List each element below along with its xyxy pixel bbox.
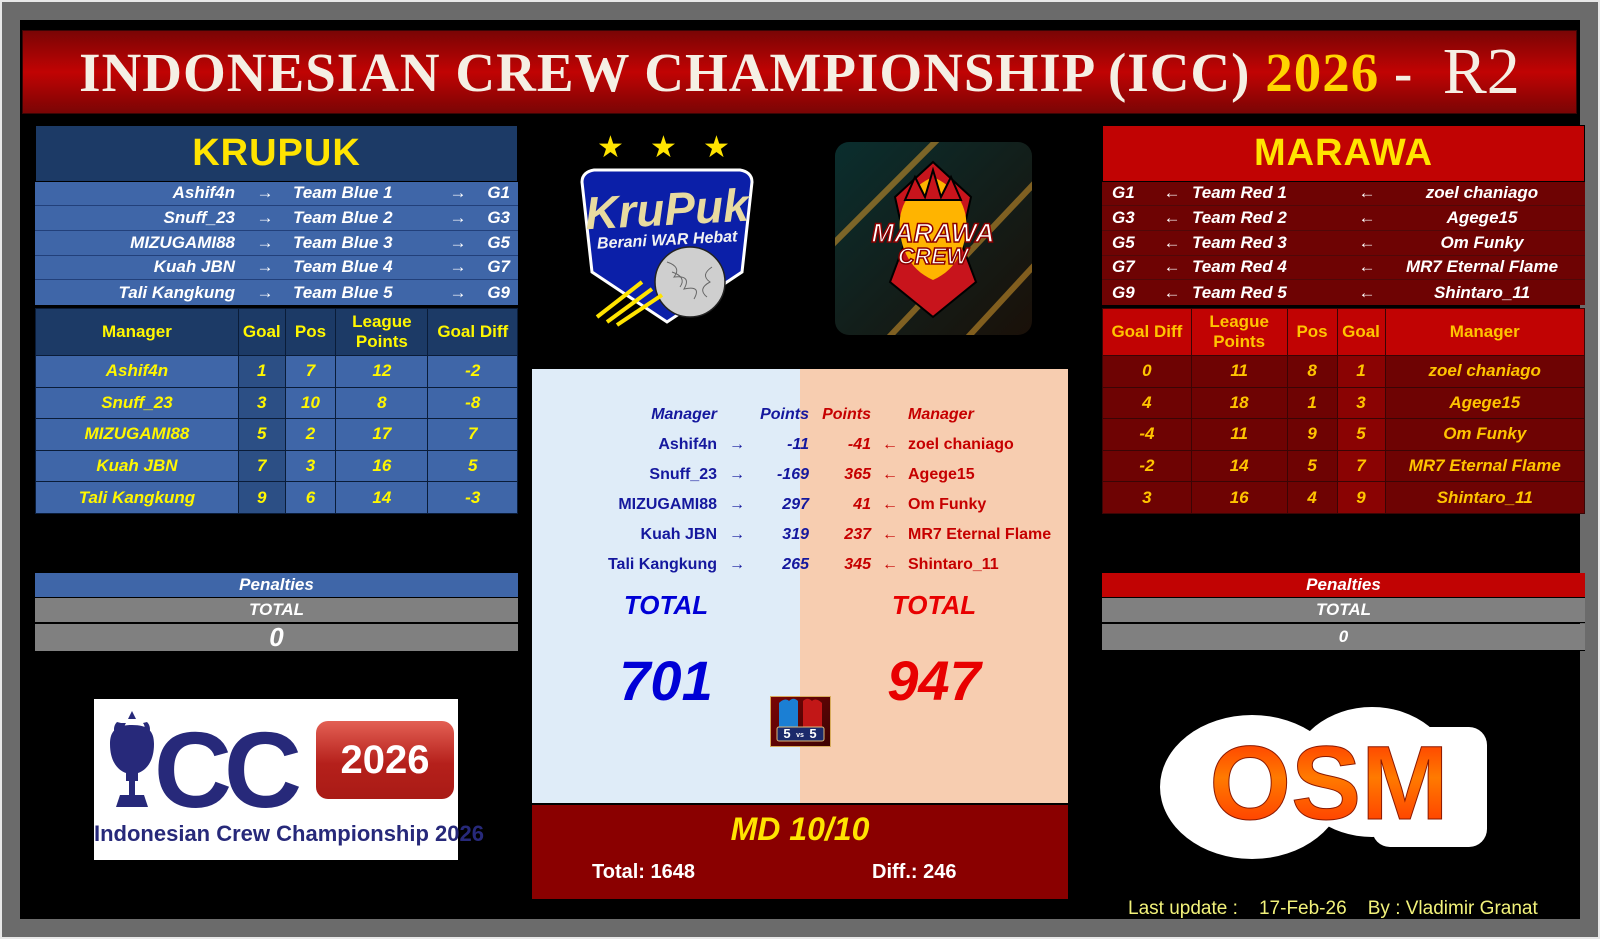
svg-text:★: ★ — [597, 131, 624, 164]
svg-text:★: ★ — [650, 131, 677, 164]
svg-text:5: 5 — [783, 726, 790, 741]
svg-text:OSM: OSM — [1209, 725, 1448, 842]
svg-text:CREW: CREW — [898, 243, 971, 269]
svg-text:5: 5 — [809, 726, 816, 741]
svg-text:★: ★ — [703, 131, 730, 164]
svg-text:vs: vs — [796, 732, 804, 739]
